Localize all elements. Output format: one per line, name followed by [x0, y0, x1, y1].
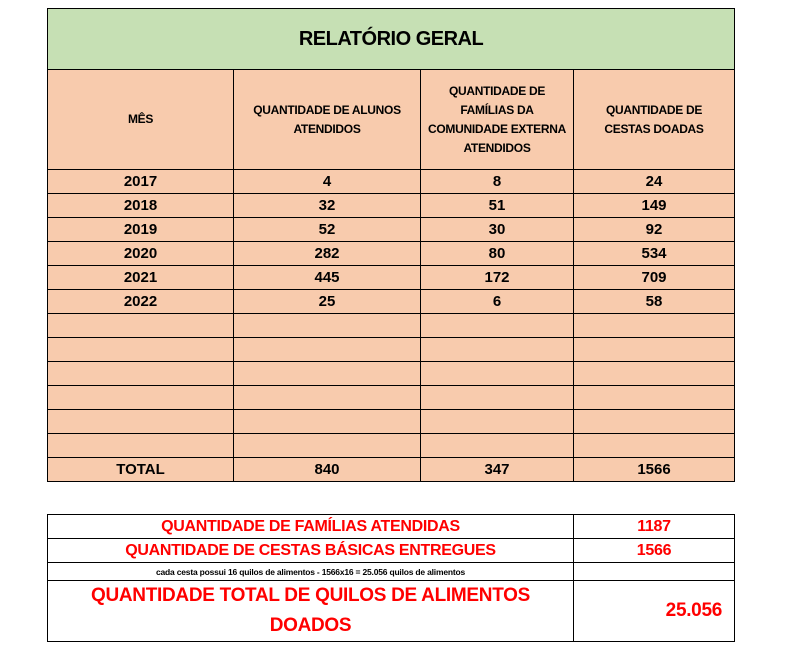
cell-students [233, 409, 421, 434]
total-baskets: 1566 [572, 457, 736, 482]
table-row: 2017 4 8 24 [47, 169, 736, 194]
cell-students: 25 [233, 289, 421, 314]
baskets-value: 1566 [573, 538, 735, 563]
cell-baskets [572, 361, 736, 386]
cell-families [420, 361, 574, 386]
cell-students: 282 [233, 241, 421, 266]
families-label: QUANTIDADE DE FAMÍLIAS ATENDIDAS [47, 514, 574, 539]
cell-month: 2021 [47, 265, 234, 290]
cell-families: 8 [420, 169, 574, 194]
cell-month [47, 361, 234, 386]
cell-baskets [572, 409, 736, 434]
cell-families: 30 [420, 217, 574, 242]
baskets-label: QUANTIDADE DE CESTAS BÁSICAS ENTREGUES [47, 538, 574, 563]
table-row [47, 361, 736, 386]
cell-families [420, 385, 574, 410]
cell-students [233, 361, 421, 386]
total-families: 347 [420, 457, 574, 482]
total-kg-label-text: QUANTIDADE TOTAL DE QUILOS DE ALIMENTOS … [90, 585, 531, 636]
total-row: TOTAL 840 347 1566 [47, 457, 736, 482]
cell-month: 2022 [47, 289, 234, 314]
table-row [47, 433, 736, 458]
header-row: MÊS QUANTIDADE DE ALUNOS ATENDIDOS QUANT… [47, 69, 736, 170]
cell-baskets [572, 313, 736, 338]
cell-families: 80 [420, 241, 574, 266]
header-baskets: QUANTIDADE DE CESTAS DOADAS [572, 69, 736, 170]
cell-month [47, 313, 234, 338]
cell-students: 4 [233, 169, 421, 194]
report-title: RELATÓRIO GERAL [46, 8, 736, 70]
cell-month: 2017 [47, 169, 234, 194]
cell-students [233, 433, 421, 458]
note-row: cada cesta possui 16 quilos de alimentos… [47, 562, 735, 581]
table-row [47, 409, 736, 434]
cell-students: 445 [233, 265, 421, 290]
cell-month: 2018 [47, 193, 234, 218]
cell-families: 172 [420, 265, 574, 290]
general-report-table: RELATÓRIO GERAL MÊS QUANTIDADE DE ALUNOS… [46, 8, 736, 482]
cell-baskets [572, 337, 736, 362]
cell-students: 52 [233, 217, 421, 242]
families-summary-row: QUANTIDADE DE FAMÍLIAS ATENDIDAS 1187 [47, 514, 735, 539]
cell-baskets: 58 [572, 289, 736, 314]
cell-baskets: 534 [572, 241, 736, 266]
cell-month [47, 385, 234, 410]
note-text: cada cesta possui 16 quilos de alimentos… [47, 562, 574, 581]
cell-month: 2019 [47, 217, 234, 242]
table-row [47, 385, 736, 410]
cell-families [420, 409, 574, 434]
cell-month [47, 337, 234, 362]
cell-families: 6 [420, 289, 574, 314]
cell-families [420, 337, 574, 362]
header-families: QUANTIDADE DE FAMÍLIAS DA COMUNIDADE EXT… [420, 69, 574, 170]
cell-month [47, 433, 234, 458]
header-month: MÊS [47, 69, 234, 170]
table-row: 2021 445 172 709 [47, 265, 736, 290]
table-row: 2020 282 80 534 [47, 241, 736, 266]
total-kg-row: QUANTIDADE TOTAL DE QUILOS DE ALIMENTOS … [47, 580, 735, 642]
cell-baskets: 92 [572, 217, 736, 242]
cell-month: 2020 [47, 241, 234, 266]
total-students: 840 [233, 457, 421, 482]
cell-baskets: 149 [572, 193, 736, 218]
table-row [47, 337, 736, 362]
total-label: TOTAL [47, 457, 234, 482]
table-row: 2019 52 30 92 [47, 217, 736, 242]
cell-students [233, 337, 421, 362]
cell-families: 51 [420, 193, 574, 218]
baskets-summary-row: QUANTIDADE DE CESTAS BÁSICAS ENTREGUES 1… [47, 538, 735, 563]
summary-table: QUANTIDADE DE FAMÍLIAS ATENDIDAS 1187 QU… [47, 514, 735, 642]
table-row: 2018 32 51 149 [47, 193, 736, 218]
cell-families [420, 313, 574, 338]
cell-baskets: 24 [572, 169, 736, 194]
table-row [47, 313, 736, 338]
cell-baskets: 709 [572, 265, 736, 290]
note-empty [573, 562, 735, 581]
cell-baskets [572, 385, 736, 410]
total-kg-label: QUANTIDADE TOTAL DE QUILOS DE ALIMENTOS … [47, 580, 574, 642]
cell-students [233, 313, 421, 338]
cell-month [47, 409, 234, 434]
table-row: 2022 25 6 58 [47, 289, 736, 314]
cell-students: 32 [233, 193, 421, 218]
total-kg-value: 25.056 [573, 580, 735, 642]
cell-baskets [572, 433, 736, 458]
families-value: 1187 [573, 514, 735, 539]
header-students: QUANTIDADE DE ALUNOS ATENDIDOS [233, 69, 421, 170]
cell-families [420, 433, 574, 458]
cell-students [233, 385, 421, 410]
